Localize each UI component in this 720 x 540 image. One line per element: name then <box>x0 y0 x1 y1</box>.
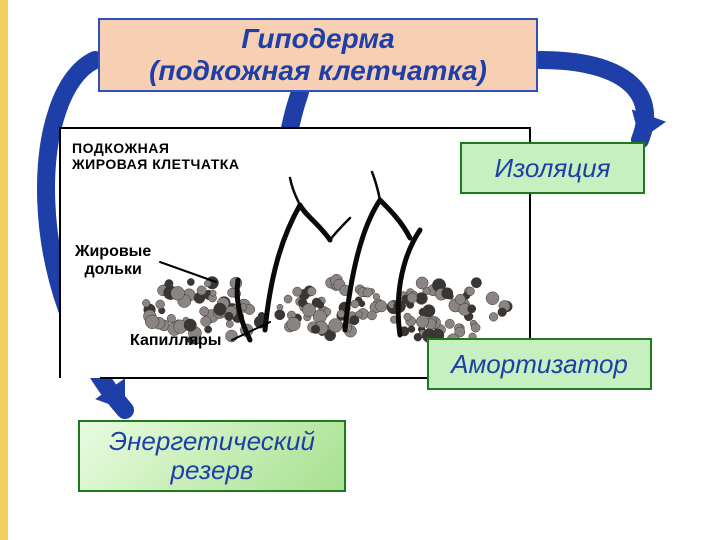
fn-label-isolation: Изоляция <box>494 154 610 183</box>
fn-box-isolation: Изоляция <box>460 142 645 194</box>
fn-box-energy-reserve: Энергетическийрезерв <box>78 420 346 492</box>
fn-label-energy-reserve: Энергетическийрезерв <box>109 427 315 484</box>
diagram-label-fat-lobules: Жировыедольки <box>75 243 151 278</box>
slide-left-rail <box>0 0 8 540</box>
diagram-header: ПОДКОЖНАЯЖИРОВАЯ КЛЕТЧАТКА <box>72 140 239 172</box>
title-box: Гиподерма(подкожная клетчатка) <box>98 18 538 92</box>
fn-label-shock-absorber: Амортизатор <box>451 350 628 379</box>
title-text: Гиподерма(подкожная клетчатка) <box>149 23 487 87</box>
fn-box-shock-absorber: Амортизатор <box>427 338 652 390</box>
diagram-label-capillaries: Капилляры <box>130 332 221 350</box>
